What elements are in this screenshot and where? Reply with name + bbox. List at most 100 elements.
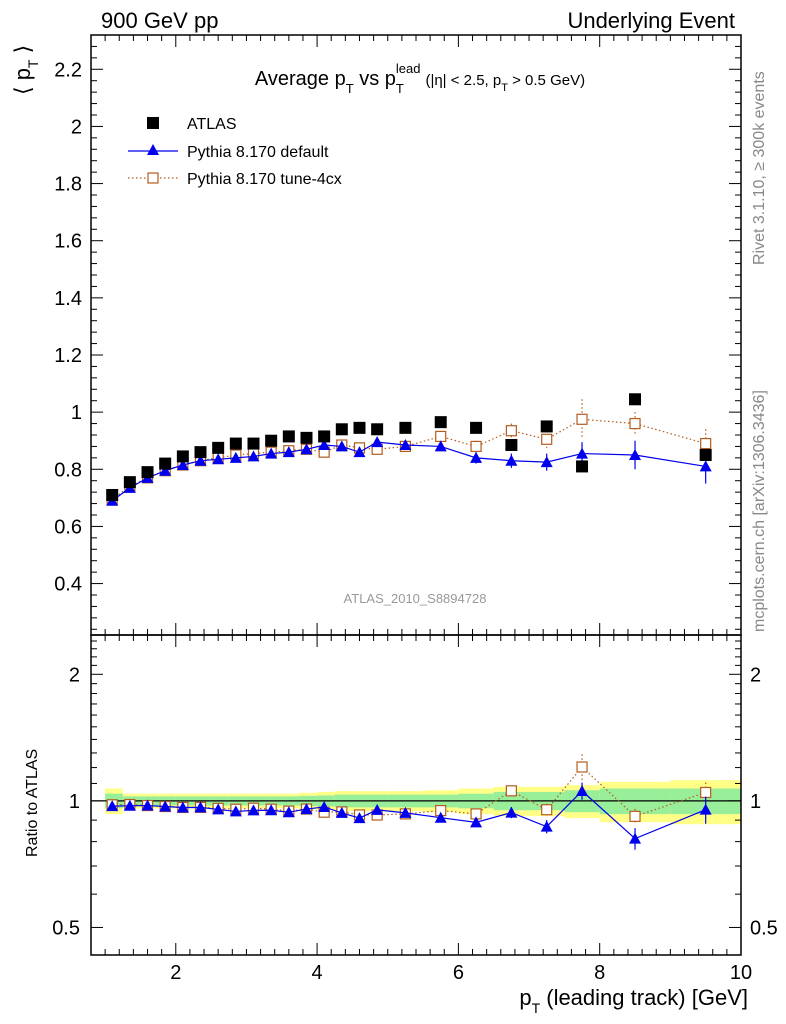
y-tick-label: 1.2: [54, 345, 82, 367]
pythia-default-point: [371, 436, 384, 448]
pythia-default-point: [353, 446, 366, 458]
pythia-default-point: [194, 454, 207, 466]
ratio-pythia-default-point: [265, 804, 278, 816]
atlas-data-point: [247, 437, 260, 450]
pythia-default-point: [300, 443, 313, 455]
atlas-data-point: [282, 430, 295, 443]
pythia-4cx-point: [700, 437, 712, 450]
y-tick-label: 0.4: [54, 574, 82, 596]
y-tick-label: 0.8: [54, 459, 82, 481]
pythia-default-point: [318, 439, 331, 450]
atlas-data-point: [434, 416, 447, 429]
ratio-pythia-default-point: [106, 800, 119, 812]
x-tick-label: 4: [312, 962, 323, 984]
ratio-pythia-default-point: [371, 803, 384, 815]
atlas-data-point: [159, 457, 172, 470]
y-axis-label: ⟨ pT ⟩: [10, 45, 41, 95]
ratio-uncertainty-bands: [91, 780, 741, 825]
y-tick-label: 0.6: [54, 516, 82, 538]
ratio-pythia-default-point: [505, 806, 518, 818]
legend: ATLAS Pythia 8.170 default Pythia 8.170 …: [128, 116, 342, 188]
ratio-y-tick-label: 0.5: [52, 917, 80, 939]
ratio-pythia-default-point: [159, 800, 172, 812]
ratio-pythia-default-point: [282, 806, 295, 818]
y-tick-label: 1.6: [54, 231, 82, 253]
atlas-data-point: [399, 421, 412, 434]
ratio-pythia-default-point: [229, 805, 242, 817]
y-tick-label: 2.2: [54, 59, 82, 81]
legend-marker-pythia-default: [147, 144, 159, 155]
plot-title: Average pT vs pTlead(|η| < 2.5, pT > 0.5…: [255, 61, 585, 96]
atlas-data-point: [699, 449, 712, 461]
pythia-default-point: [434, 440, 447, 452]
pythia-default-point: [229, 451, 242, 463]
ratio-y-tick-label: 1: [69, 791, 80, 813]
ratio-plot-content: [106, 754, 712, 850]
ratio-pythia-default-point: [123, 799, 136, 811]
pythia-default-point: [212, 453, 225, 465]
pythia-4cx-point: [629, 417, 641, 430]
atlas-data-point: [470, 421, 483, 434]
ratio-y-tick-label-right: 1: [750, 791, 761, 813]
ratio-pythia-default-point: [399, 806, 412, 818]
ratio-pythia-default-point: [141, 799, 154, 811]
ratio-y-tick-label: 2: [69, 664, 80, 686]
ratio-pythia-4cx-point: [505, 785, 517, 797]
pythia-default-point: [540, 456, 553, 468]
ratio-y-tick-label-right: 0.5: [750, 917, 778, 939]
atlas-data-point: [265, 434, 278, 447]
rivet-version-label: Rivet 3.1.10, ≥ 300k events: [751, 71, 768, 265]
ratio-pythia-default-point: [300, 803, 313, 815]
legend-label-pythia-4cx: Pythia 8.170 tune-4cx: [187, 171, 342, 188]
pythia-default-point: [399, 439, 412, 450]
atlas-data-point: [229, 437, 242, 450]
ratio-pythia-default-point: [629, 832, 642, 844]
legend-label-atlas: ATLAS: [187, 116, 237, 133]
ratio-pythia-default-point: [434, 811, 447, 823]
x-tick-label: 10: [730, 962, 752, 984]
collision-energy-label: 900 GeV pp: [101, 8, 218, 33]
y-tick-label: 1.4: [54, 288, 82, 310]
ratio-pythia-default-point: [540, 820, 553, 832]
pythia-default-point: [159, 464, 172, 476]
x-axis-label: pT (leading track) [GeV]: [519, 985, 748, 1016]
ratio-pythia-default-point: [318, 800, 331, 812]
mcplots-reference-label: mcplots.cern.ch [arXiv:1306.3436]: [751, 390, 768, 632]
atlas-data-point: [576, 460, 589, 473]
ratio-y-tick-label-right: 2: [750, 664, 761, 686]
ratio-pythia-4cx-point: [576, 761, 588, 773]
atlas-data-point: [300, 431, 313, 444]
atlas-data-point: [540, 420, 553, 433]
atlas-data-point: [141, 466, 154, 479]
pythia-default-point: [699, 460, 712, 472]
legend-marker-atlas: [147, 117, 159, 129]
atlas-data-point: [371, 423, 384, 436]
process-label: Underlying Event: [567, 8, 735, 33]
axes: 2 4 6 8 10 0.4 0.6 0.8 1 1.2 1.4 1.6 1.8 2 2.2 0.5 0.5 1 1…: [52, 34, 778, 984]
ratio-pythia-4cx-point: [629, 810, 641, 822]
pythia-default-point: [335, 440, 348, 452]
pythia-default-point: [470, 451, 483, 463]
pythia-4cx-point: [541, 433, 553, 445]
atlas-data-point: [629, 393, 642, 406]
ratio-pythia-default-point: [353, 812, 366, 824]
x-tick-label: 6: [453, 962, 464, 984]
atlas-data-point: [335, 423, 348, 436]
y-tick-label: 1.8: [54, 174, 82, 196]
atlas-data-point: [353, 421, 366, 434]
ratio-pythia-4cx-point: [541, 804, 553, 816]
ratio-y-axis-label: Ratio to ATLAS: [24, 749, 41, 857]
atlas-data-point: [123, 476, 136, 489]
ratio-pythia-default-point: [470, 816, 483, 828]
pythia-4cx-point: [470, 440, 482, 453]
x-tick-label: 2: [170, 962, 181, 984]
ratio-pythia-default-point: [212, 803, 225, 815]
atlas-data-point: [505, 439, 518, 451]
pythia-default-point: [576, 447, 589, 459]
pythia-4cx-point: [435, 430, 447, 443]
y-tick-label: 2: [71, 116, 82, 138]
pythia-default-point: [282, 446, 295, 458]
ratio-pythia-default-point: [194, 801, 207, 813]
analysis-id-label: ATLAS_2010_S8894728: [344, 591, 487, 606]
